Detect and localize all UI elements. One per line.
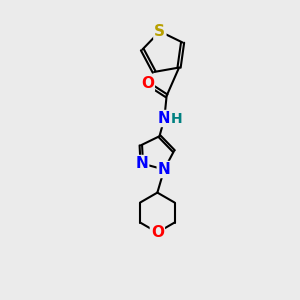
Text: O: O: [151, 225, 164, 240]
Text: S: S: [154, 24, 165, 39]
Text: H: H: [170, 112, 182, 125]
Text: N: N: [158, 111, 171, 126]
Text: N: N: [158, 162, 170, 177]
Text: N: N: [135, 156, 148, 171]
Text: O: O: [141, 76, 154, 91]
